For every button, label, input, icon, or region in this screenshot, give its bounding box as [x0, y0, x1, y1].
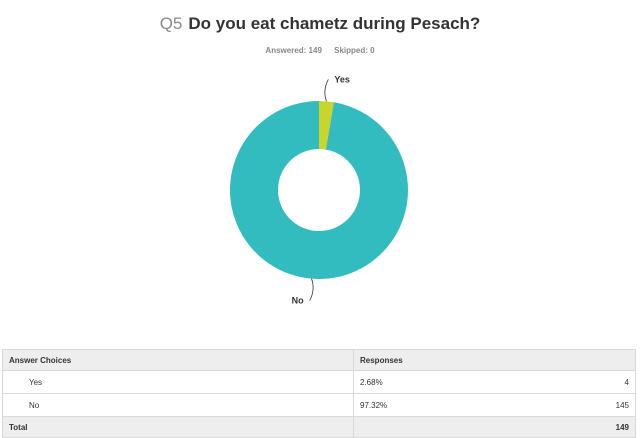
table-row: Yes 2.68% 4: [2, 370, 636, 394]
header-responses: Responses: [353, 349, 636, 371]
total-label: Total: [2, 416, 354, 438]
table-header-row: Answer Choices Responses: [2, 349, 636, 371]
donut-slice-no: [229, 101, 408, 279]
table-total-row: Total 149: [2, 416, 636, 438]
response-percent: 97.32%: [353, 393, 486, 417]
answered-count: Answered: 149: [265, 46, 322, 55]
response-stats: Answered: 149 Skipped: 0: [0, 46, 640, 55]
donut-slice-yes: [319, 101, 334, 150]
question-text: Do you eat chametz during Pesach?: [188, 14, 481, 33]
choice-label: No: [2, 393, 354, 417]
slice-label: Yes: [334, 74, 350, 84]
results-table: Answer Choices Responses Yes 2.68% 4 No …: [2, 349, 636, 438]
question-number: Q5: [159, 14, 183, 33]
table-row: No 97.32% 145: [2, 393, 636, 417]
skipped-count: Skipped: 0: [334, 46, 375, 55]
response-count: 4: [486, 370, 636, 394]
leader-line: [309, 278, 314, 301]
header-answer-choices: Answer Choices: [2, 349, 354, 371]
choice-label: Yes: [2, 370, 354, 394]
slice-label: No: [292, 296, 304, 306]
response-percent: 2.68%: [353, 370, 486, 394]
leader-line: [324, 79, 329, 102]
response-count: 145: [486, 393, 636, 417]
total-percent: [353, 416, 486, 438]
donut-chart: Yes No: [229, 74, 408, 306]
question-title: Q5 Do you eat chametz during Pesach?: [0, 14, 640, 34]
total-count: 149: [486, 416, 636, 438]
